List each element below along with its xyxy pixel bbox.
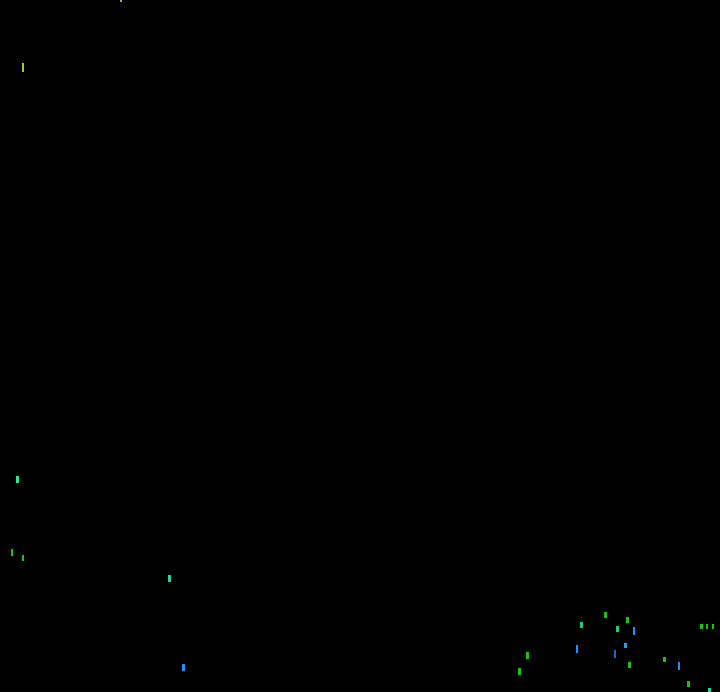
artifact-cluster-j	[624, 643, 627, 648]
artifact-cluster-n	[687, 681, 690, 687]
artifact-cluster-h	[626, 617, 629, 623]
artifact-top-center	[120, 0, 122, 2]
artifact-center-lower	[168, 575, 171, 582]
artifact-left-upper	[22, 63, 24, 72]
artifact-cluster-d	[576, 645, 578, 653]
artifact-cluster-p	[706, 624, 708, 629]
artifact-cluster-r	[708, 688, 711, 692]
artifact-left-lower-b	[22, 555, 24, 561]
artifact-cluster-e	[604, 612, 607, 618]
artifact-center-bottom	[182, 664, 185, 671]
artifact-cluster-q	[712, 624, 714, 629]
artifact-cluster-f	[614, 650, 616, 658]
artifact-cluster-g	[616, 626, 619, 632]
artifact-cluster-c	[580, 622, 583, 628]
artifact-cluster-a	[526, 652, 529, 659]
artifact-cluster-l	[663, 657, 666, 662]
artifact-left-mid	[16, 476, 19, 483]
artifact-cluster-o	[700, 624, 703, 629]
artifact-cluster-m	[678, 662, 680, 670]
artifact-cluster-i	[633, 627, 635, 635]
artifact-left-lower-a	[11, 549, 13, 556]
artifact-cluster-b	[518, 668, 521, 675]
artifact-cluster-k	[628, 662, 631, 668]
